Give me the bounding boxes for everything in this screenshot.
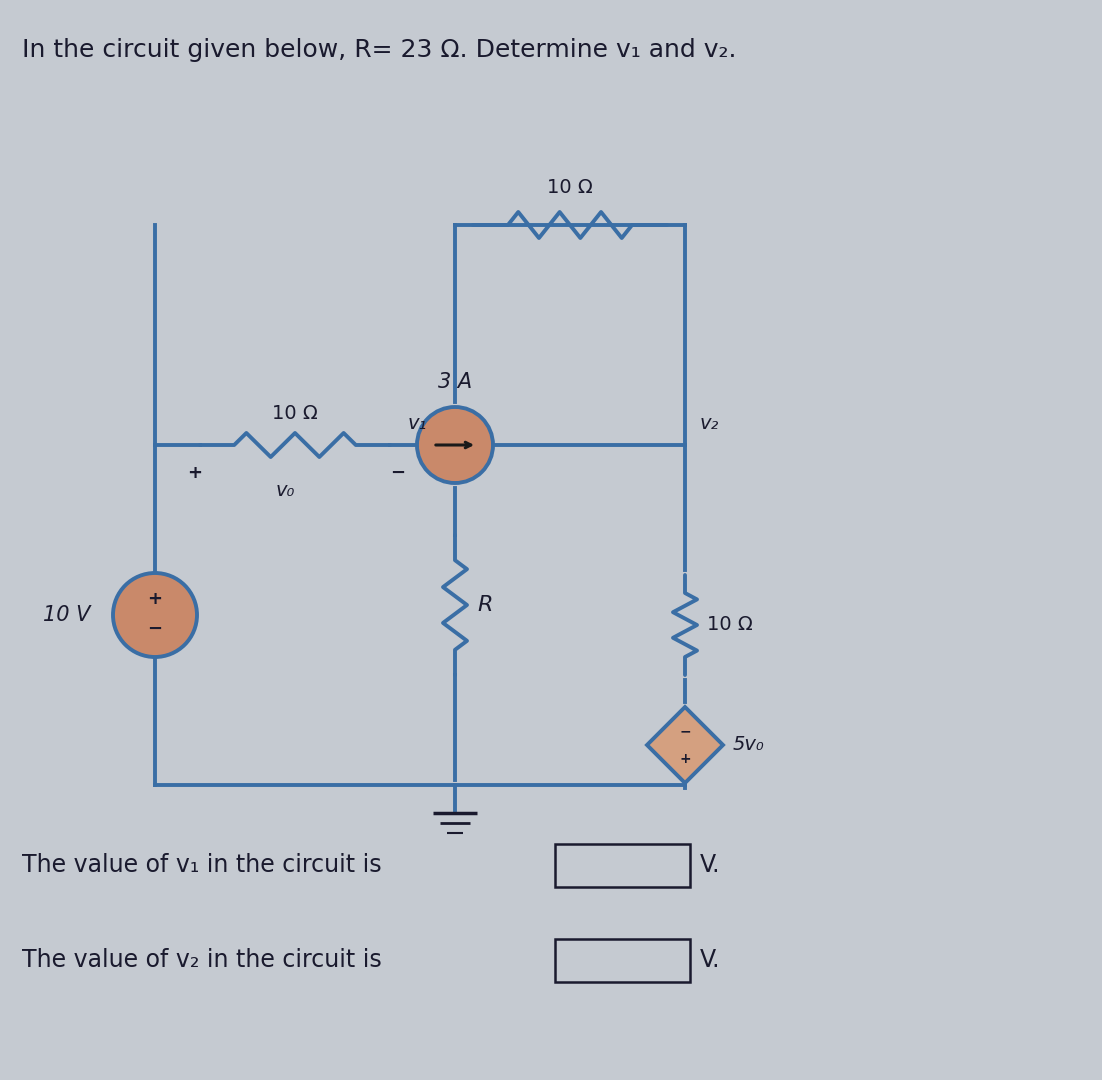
Text: The value of v₂ in the circuit is: The value of v₂ in the circuit is [22,948,381,972]
FancyBboxPatch shape [555,939,690,982]
Text: 10 Ω: 10 Ω [272,404,317,423]
Text: −: − [148,620,163,638]
Text: +: + [679,752,691,766]
Text: 3 A: 3 A [437,372,472,392]
Text: −: − [679,724,691,738]
Text: V.: V. [700,853,721,877]
Text: −: − [390,464,406,482]
Text: 10 Ω: 10 Ω [707,616,753,634]
Text: v₁: v₁ [408,414,428,432]
Text: +: + [187,464,203,482]
Text: +: + [148,590,162,608]
Circle shape [417,407,493,483]
Text: v₂: v₂ [700,414,720,432]
Text: v₀: v₀ [276,481,294,499]
Polygon shape [647,707,723,783]
Text: The value of v₁ in the circuit is: The value of v₁ in the circuit is [22,853,381,877]
Text: 10 Ω: 10 Ω [547,178,593,197]
Circle shape [114,573,197,657]
Text: 10 V: 10 V [43,605,90,625]
Text: 5v₀: 5v₀ [733,735,765,755]
Text: R: R [477,595,493,615]
FancyBboxPatch shape [555,843,690,887]
Text: V.: V. [700,948,721,972]
Text: In the circuit given below, R= 23 Ω. Determine v₁ and v₂.: In the circuit given below, R= 23 Ω. Det… [22,38,736,62]
